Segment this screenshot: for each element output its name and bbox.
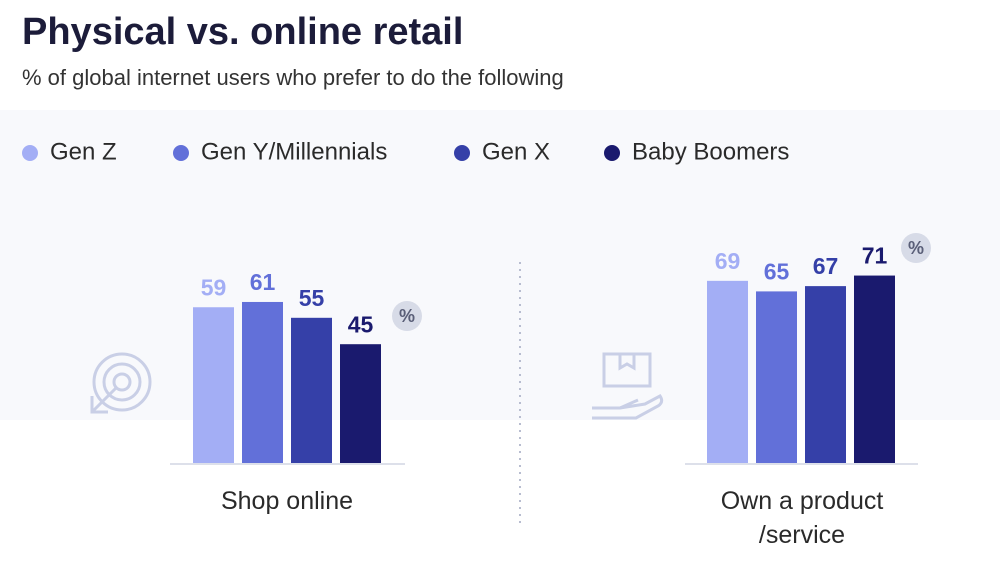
box-hand-icon (592, 352, 664, 420)
bar (707, 280, 748, 463)
legend-label: Gen X (482, 138, 550, 165)
legend-marker (454, 145, 470, 161)
unit-badge (901, 233, 931, 263)
value-label: 71 (862, 243, 888, 269)
value-label: 67 (813, 253, 839, 279)
legend-marker (604, 145, 620, 161)
target-icon (90, 352, 152, 414)
value-label: 59 (201, 274, 227, 300)
legend-label: Gen Y/Millennials (201, 138, 387, 165)
bar (291, 317, 332, 463)
legend-label: Gen Z (50, 138, 117, 165)
bar (340, 344, 381, 463)
chart-subtitle: % of global internet users who prefer to… (22, 65, 564, 90)
value-label: 65 (764, 258, 790, 284)
chart-title: Physical vs. online retail (22, 11, 463, 53)
category-label: Own a product /service (720, 487, 884, 549)
bar (242, 301, 283, 463)
category-label: Shop online (220, 487, 354, 515)
value-label: 69 (715, 248, 741, 274)
legend-marker (22, 145, 38, 161)
unit-badge (392, 301, 422, 331)
category-label-box: Shop online (220, 487, 354, 515)
unit-badge-label: % (399, 306, 415, 326)
bar (756, 291, 797, 463)
legend-marker (173, 145, 189, 161)
legend-label: Baby Boomers (632, 138, 789, 165)
bar (805, 286, 846, 463)
value-label: 45 (348, 311, 374, 337)
bar (193, 307, 234, 463)
value-label: 61 (250, 269, 276, 295)
category-label-box: Own a product /service (720, 487, 884, 549)
bar (854, 275, 895, 463)
unit-badge-label: % (908, 238, 924, 258)
value-label: 55 (299, 285, 325, 311)
